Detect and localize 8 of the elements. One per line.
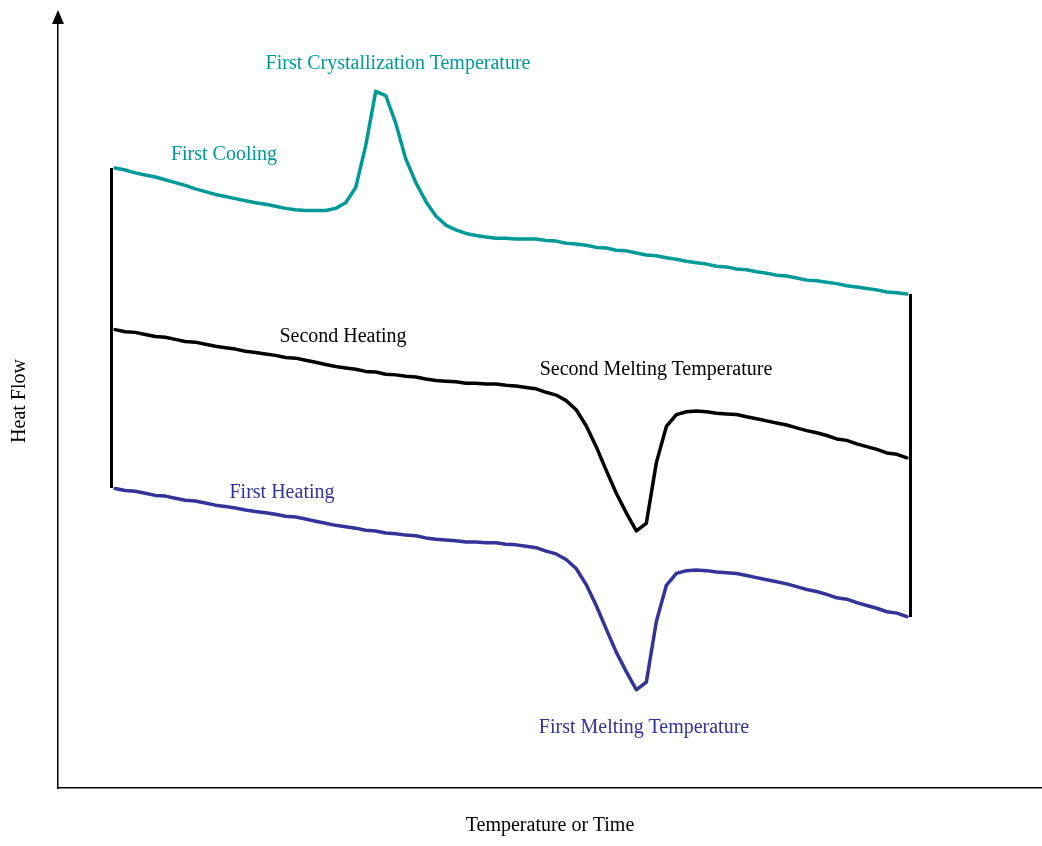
x-axis-title: Temperature or Time <box>465 813 635 837</box>
series-label: First Heating <box>229 480 335 504</box>
annotation: First Melting Temperature <box>538 715 750 739</box>
y-axis-title: Heat Flow <box>7 358 30 443</box>
text: First Crystallization Temperature <box>265 51 531 75</box>
series-label: First Cooling <box>170 142 278 166</box>
series-label: Second Heating <box>279 324 407 348</box>
annotation: Second Melting Temperature <box>539 357 773 381</box>
